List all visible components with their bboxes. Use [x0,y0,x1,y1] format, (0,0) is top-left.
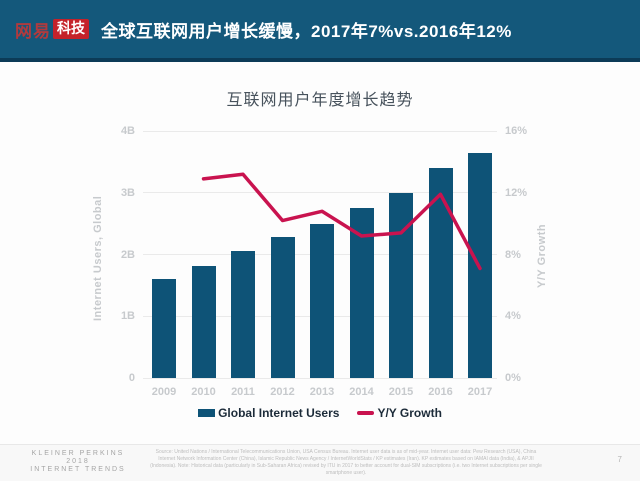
header-banner: 网易 科技 全球互联网用户增长缓慢，2017年7%vs.2016年12% [0,0,640,62]
footer: KLEINER PERKINS 2018 INTERNET TRENDS Sou… [0,444,640,481]
axis-tick-label-left: 0 [128,372,135,384]
netease-logo-text: 网易 [15,21,51,42]
axis-tick-label-right: 8% [505,248,521,261]
legend-label-line: Y/Y Growth [377,406,442,420]
bar-swatch-icon [198,409,216,417]
x-axis-label: 2017 [467,386,493,398]
gridline [143,377,497,379]
tech-badge: 科技 [53,19,89,39]
source-note: Source: United Nations / International T… [150,449,542,476]
x-axis-label: 2016 [428,386,453,398]
axis-tick-label-right: 16% [505,125,528,137]
y-axis-right-label: Y/Y Growth [536,223,548,289]
page-number: 7 [617,455,622,464]
gridline [143,130,497,132]
growth-line [201,172,482,271]
brand-line: INTERNET TRENDS [30,466,126,474]
x-axis-label: 2011 [231,386,255,398]
axis-tick-label-left: 4B [120,125,135,137]
x-axis-label: 2010 [191,386,216,398]
brand-line: 2018 [66,458,90,466]
axis-tick-label-right: 12% [505,186,528,199]
axis-tick-label-right: 0% [505,372,521,384]
x-axis-label: 2012 [270,386,295,398]
bar [152,279,176,378]
bar [270,237,295,378]
legend-label-bars: Global Internet Users [218,406,340,420]
x-axis-label: 2009 [151,386,177,398]
bar [231,251,255,378]
brand-block: KLEINER PERKINS 2018 INTERNET TRENDS [14,450,142,474]
bar [191,265,216,378]
x-axis-label: 2014 [349,386,374,398]
axis-tick-label-left: 2B [120,248,135,261]
growth-line-chart [201,172,482,271]
y-axis-left-label: Internet Users, Global [92,195,104,321]
x-axis-label: 2015 [388,386,414,398]
line-swatch-icon [357,411,375,415]
bar [310,223,334,378]
x-axis-label: 2013 [309,386,335,398]
plot-area: 0 0% 1B 4% 2B 8% 3B 12% 4B 16% 2009 2010 2011 2012 201… [121,125,527,398]
axis-tick-label-right: 4% [505,310,521,323]
chart-title: 互联网用户年度增长趋势 [226,92,414,109]
legend-item-bars: Global Internet Users [198,406,339,420]
axis-tick-label-left: 1B [120,310,135,323]
gridline [143,192,497,194]
netease-tech-logo: 网易 科技 [15,17,89,42]
brand-line: KLEINER PERKINS [31,450,125,457]
legend-item-line: Y/Y Growth [357,406,442,420]
header-title: 全球互联网用户增长缓慢，2017年7%vs.2016年12% [101,21,512,41]
axis-tick-label-left: 3B [120,186,135,199]
legend: Global Internet Users Y/Y Growth [0,405,640,421]
